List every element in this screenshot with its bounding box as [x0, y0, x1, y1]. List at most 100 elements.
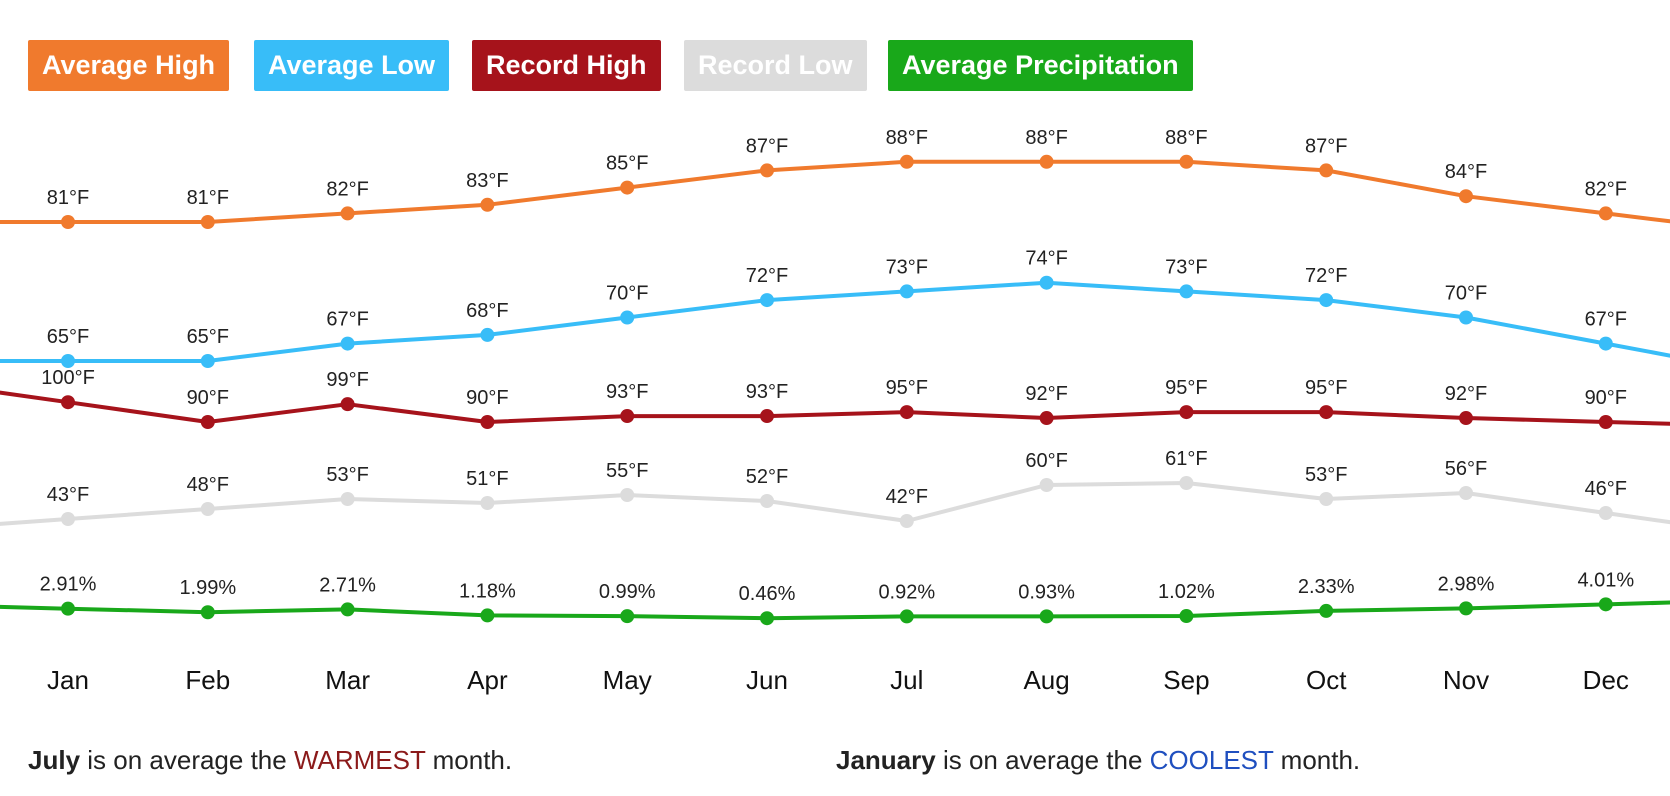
average-low-point[interactable] [1179, 284, 1194, 299]
average-precipitation-point[interactable] [480, 608, 495, 623]
record-low-point[interactable] [480, 496, 495, 510]
average-low-data-label: 68°F [466, 300, 508, 322]
average-high-data-label: 88°F [1165, 127, 1207, 149]
record-high-point[interactable] [1598, 415, 1613, 429]
average-high-point[interactable] [61, 215, 75, 229]
average-precipitation-point[interactable] [1598, 597, 1613, 612]
record-low-data-label: 46°F [1585, 478, 1627, 500]
average-high-point[interactable] [480, 197, 495, 212]
average-low-data-label: 65°F [187, 326, 229, 348]
average-precipitation-point[interactable] [1179, 609, 1194, 624]
average-precipitation-point[interactable] [1459, 601, 1473, 616]
average-low-point[interactable] [1319, 293, 1334, 308]
coolest-keyword: COOLEST [1149, 745, 1274, 775]
average-low-point[interactable] [480, 327, 495, 342]
record-low-point[interactable] [1039, 478, 1054, 492]
average-high-point[interactable] [899, 154, 914, 169]
average-precipitation-point[interactable] [760, 611, 774, 626]
record-low-data-label: 53°F [1305, 464, 1347, 486]
average-low-data-label: 73°F [886, 256, 928, 278]
x-axis: Jan Feb Mar Apr May Jun Jul Aug Sep Oct Nov Dec [47, 665, 1629, 695]
average-precipitation-point[interactable] [1039, 609, 1054, 624]
record-low-data-label: 52°F [746, 466, 788, 488]
average-low-point[interactable] [1459, 310, 1473, 325]
record-high-data-label: 90°F [187, 387, 229, 409]
record-low-point[interactable] [1459, 486, 1473, 500]
average-low-point[interactable] [1598, 336, 1613, 351]
average-precipitation-point[interactable] [340, 602, 355, 617]
record-high-toggle-button[interactable]: Record High [472, 40, 661, 91]
record-low-point[interactable] [340, 492, 355, 506]
x-tick-label: Mar [325, 665, 370, 695]
record-high-point[interactable] [1459, 411, 1473, 426]
average-high-point[interactable] [1039, 154, 1054, 169]
warmest-month-name: July [28, 745, 81, 775]
average-high-point[interactable] [1179, 154, 1194, 169]
average-high-line [0, 159, 1670, 224]
coolest-month-name: January [836, 745, 936, 775]
average-low-data-label: 72°F [1305, 265, 1347, 287]
record-low-point[interactable] [1319, 492, 1334, 506]
record-low-point[interactable] [1179, 476, 1194, 490]
record-high-point[interactable] [1039, 411, 1054, 426]
average-precipitation-data-label: 1.18% [459, 580, 516, 602]
average-low-data-label: 70°F [606, 283, 648, 305]
warmest-summary-text: is on average the [80, 745, 294, 775]
average-precipitation-point[interactable] [899, 609, 914, 624]
average-low-data-label: 70°F [1445, 283, 1487, 305]
average-low-point[interactable] [899, 284, 914, 299]
average-precipitation-data-label: 1.99% [179, 577, 236, 599]
record-high-point[interactable] [200, 415, 215, 429]
average-high-point[interactable] [200, 215, 215, 229]
average-low-toggle-button[interactable]: Average Low [254, 40, 450, 91]
record-high-data-label: 93°F [606, 381, 648, 403]
average-high-data-label: 81°F [187, 187, 229, 209]
average-low-data-label: 74°F [1025, 248, 1067, 270]
record-low-data-label: 56°F [1445, 458, 1487, 480]
record-low-point[interactable] [61, 512, 75, 526]
average-high-data-label: 85°F [606, 153, 648, 175]
record-low-point[interactable] [1598, 506, 1613, 520]
average-low-point[interactable] [61, 354, 75, 368]
record-high-point[interactable] [760, 409, 774, 424]
average-precipitation-point[interactable] [1319, 603, 1334, 618]
x-tick-label: Apr [467, 665, 508, 695]
x-tick-label: Nov [1443, 665, 1489, 695]
x-tick-label: Feb [185, 665, 230, 695]
record-low-data-label: 42°F [886, 486, 928, 508]
average-high-point[interactable] [340, 206, 355, 221]
average-precipitation-point[interactable] [620, 609, 635, 624]
average-high-point[interactable] [1598, 206, 1613, 221]
record-high-point[interactable] [61, 395, 75, 410]
record-high-point[interactable] [1179, 405, 1194, 420]
record-low-toggle-button[interactable]: Record Low [684, 40, 867, 91]
average-high-point[interactable] [1319, 163, 1334, 178]
record-low-data-label: 53°F [326, 464, 368, 486]
coolest-month-summary: January is on average the COOLEST month. [836, 745, 1360, 776]
average-low-point[interactable] [340, 336, 355, 351]
record-low-point[interactable] [760, 494, 774, 508]
record-high-point[interactable] [480, 415, 495, 429]
average-precipitation-point[interactable] [200, 605, 215, 620]
average-low-point[interactable] [620, 310, 635, 325]
average-high-point[interactable] [760, 163, 774, 178]
average-low-point[interactable] [760, 293, 774, 308]
record-high-point[interactable] [620, 409, 635, 424]
record-low-point[interactable] [200, 502, 215, 516]
average-precipitation-point[interactable] [61, 601, 75, 616]
average-low-point[interactable] [1039, 275, 1054, 290]
average-low-point[interactable] [200, 354, 215, 368]
x-tick-label: Oct [1306, 665, 1347, 695]
record-high-point[interactable] [899, 405, 914, 420]
record-low-point[interactable] [620, 488, 635, 502]
record-low-point[interactable] [899, 514, 914, 528]
average-precipitation-toggle-button[interactable]: Average Precipitation [888, 40, 1193, 91]
average-high-data-label: 81°F [47, 187, 89, 209]
average-high-point[interactable] [1459, 189, 1473, 204]
average-precipitation-data-label: 2.98% [1438, 573, 1495, 595]
average-high-point[interactable] [620, 180, 635, 195]
record-high-point[interactable] [1319, 405, 1334, 420]
record-high-point[interactable] [340, 397, 355, 412]
average-high-toggle-button[interactable]: Average High [28, 40, 230, 91]
